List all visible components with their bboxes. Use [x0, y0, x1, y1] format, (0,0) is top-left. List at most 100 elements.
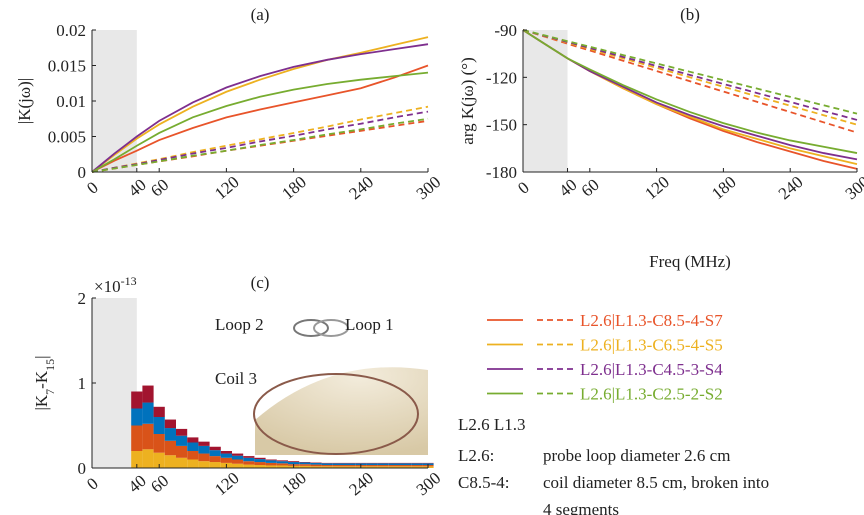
legend-label: L2.6|L1.3-C8.5-4-S7	[580, 311, 723, 330]
coil	[253, 373, 419, 455]
bar-segment	[243, 464, 255, 468]
annotation: Loop 1	[345, 315, 394, 334]
y-tick-label: 0	[78, 163, 87, 182]
bar-segment	[131, 425, 143, 451]
bar-segment	[265, 462, 277, 466]
bar-segment	[377, 466, 389, 468]
inset-illustration	[253, 319, 428, 455]
bar-segment	[310, 466, 322, 468]
bar-segment	[220, 451, 232, 454]
bar-segment	[142, 449, 154, 468]
y-tick-label: 0.01	[56, 92, 86, 111]
bar-segment	[131, 451, 143, 468]
bar-segment	[153, 452, 165, 468]
bar-segment	[220, 453, 232, 458]
bar-segment	[254, 457, 266, 460]
x-tick-label: 180	[278, 468, 310, 499]
x-tick-label: 60	[147, 471, 172, 496]
bar-segment	[265, 459, 277, 461]
note: coil diameter 8.5 cm, broken into	[543, 473, 769, 492]
loop	[293, 319, 329, 337]
bar-segment	[332, 465, 344, 467]
shaded-region	[523, 30, 568, 172]
line-series	[522, 29, 858, 170]
bar-segment	[198, 461, 210, 468]
bar-segment	[187, 437, 199, 443]
bar-segment	[321, 466, 333, 468]
x-tick-label: 40	[125, 175, 150, 200]
y-tick-label: -90	[494, 21, 517, 40]
y-axis-label-part: -K	[32, 370, 51, 389]
note: 4 segments	[543, 500, 619, 515]
shaded-region	[92, 30, 137, 172]
x-tick-label: 40	[555, 175, 580, 200]
bar-segment	[276, 460, 288, 462]
annotation: Loop 2	[215, 315, 264, 334]
bar-segment	[220, 457, 232, 463]
bar-segment	[254, 465, 266, 468]
x-tick-label: 180	[278, 172, 310, 203]
line-series	[91, 105, 429, 173]
bar-segment	[142, 402, 154, 424]
bar-segment	[209, 456, 221, 463]
bar-segment	[411, 463, 423, 466]
bar-segment	[232, 453, 244, 456]
bar-segment	[299, 465, 311, 468]
bar-segment	[209, 462, 221, 468]
x-tick-label: 0	[83, 178, 102, 198]
bar-segment	[411, 465, 423, 467]
note: L2.6 L1.3	[458, 415, 526, 434]
line-series	[522, 29, 858, 161]
bar-segment	[344, 465, 356, 467]
bar-segment	[400, 463, 412, 466]
x-tick-label: 240	[775, 172, 807, 203]
x-tick-label: 60	[578, 175, 603, 200]
bar-segment	[310, 464, 322, 467]
bar-segment	[344, 463, 356, 466]
bar-segment	[388, 466, 400, 468]
y-axis-label-part: 15	[43, 359, 57, 371]
x-tick-label: 240	[345, 172, 377, 203]
y-tick-label: 0.015	[48, 57, 86, 76]
axis-multiplier: ×10-13	[94, 274, 137, 296]
bar-segment	[344, 466, 356, 468]
bar-segment	[288, 461, 300, 463]
bar-segment	[243, 457, 255, 462]
y-tick-label: -180	[486, 163, 517, 182]
note: C8.5-4:	[458, 473, 509, 492]
bar-segment	[276, 463, 288, 466]
bar-segment	[265, 460, 277, 463]
bar-segment	[142, 423, 154, 450]
bar-segment	[153, 417, 165, 434]
x-tick-label: 120	[211, 468, 243, 499]
bar-segment	[142, 385, 154, 403]
bar-segment	[164, 419, 176, 429]
bar-segment	[265, 465, 277, 468]
y-tick-label: 1	[78, 374, 87, 393]
x-tick-label: 120	[211, 172, 243, 203]
legend-label: L2.6|L1.3-C2.5-2-S2	[580, 385, 723, 404]
y-axis-label-part: 7	[43, 389, 57, 395]
line-series	[91, 43, 429, 173]
bar-segment	[176, 457, 188, 468]
bar-segment	[332, 463, 344, 466]
bar-segment	[366, 465, 378, 467]
bar-segment	[366, 466, 378, 468]
bar-segment	[187, 459, 199, 468]
bar-segment	[310, 462, 322, 465]
bar-segment	[209, 446, 221, 451]
bar-segment	[153, 434, 165, 453]
bar-segment	[198, 453, 210, 462]
bar-segment	[153, 406, 165, 417]
y-tick-label: -150	[486, 116, 517, 135]
bar-segment	[176, 428, 188, 436]
line-series	[91, 71, 429, 173]
bar-segment	[198, 441, 210, 446]
bar-segment	[400, 466, 412, 468]
x-tick-label: 40	[125, 471, 150, 496]
bar-segment	[377, 463, 389, 466]
line-series	[522, 29, 858, 154]
legend-label: L2.6|L1.3-C6.5-4-S5	[580, 336, 723, 355]
x-tick-label: 0	[514, 178, 533, 198]
